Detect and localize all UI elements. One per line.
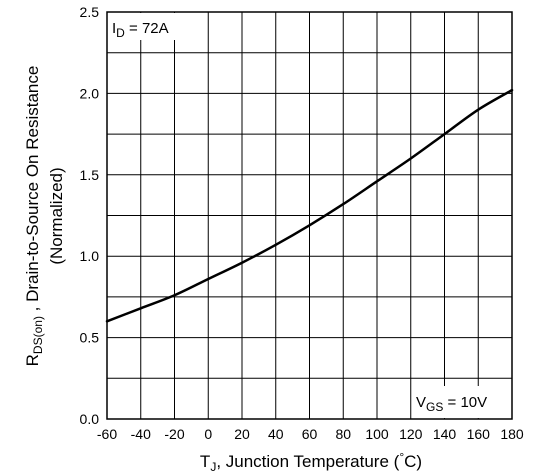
x-tick-label: 20: [234, 426, 250, 442]
vgs-annotation-rest: = 10V: [443, 394, 487, 411]
x-tick-label: 60: [302, 426, 318, 442]
x-tick-labels: -60 -40 -20 0 20 40 60 80 100 120 140 160 180: [97, 426, 524, 442]
y-tick-label: 0.0: [80, 411, 100, 427]
vgs-annotation-sub: GS: [426, 400, 443, 414]
x-tick-label: 180: [500, 426, 524, 442]
grid: [106, 11, 513, 420]
svg-text:ID = 72A: ID = 72A: [112, 20, 169, 40]
id-annotation-sub: D: [116, 26, 125, 40]
y-axis-label: RDS(on) , Drain-to-Source On Resistance: [23, 66, 45, 367]
x-tick-label: -60: [97, 426, 117, 442]
y-axis-label-rest: , Drain-to-Source On Resistance: [23, 66, 42, 316]
y-tick-label: 1.5: [80, 167, 100, 183]
y-axis-label-r: R: [23, 354, 42, 366]
x-axis-label-main: T: [200, 452, 210, 471]
x-axis-label-unit: C): [404, 452, 422, 471]
x-axis-label-rest: , Junction Temperature (: [216, 452, 399, 471]
svg-text:VGS = 10V: VGS = 10V: [416, 394, 487, 414]
x-tick-label: 160: [467, 426, 491, 442]
vgs-annotation-main: V: [416, 394, 426, 411]
x-tick-label: 80: [335, 426, 351, 442]
id-annotation-rest: = 72A: [125, 20, 169, 37]
x-axis-label-sub: J: [210, 460, 216, 474]
x-tick-label: 120: [399, 426, 423, 442]
y-tick-label: 1.0: [80, 248, 100, 264]
y-axis-label-sub: DS(on): [31, 316, 45, 354]
id-annotation-box: [108, 13, 185, 40]
y-axis-label-line2: (Normalized): [47, 167, 66, 264]
x-tick-label: 40: [268, 426, 284, 442]
plot-frame: [106, 11, 513, 420]
x-tick-label: 140: [433, 426, 457, 442]
y-tick-label: 2.5: [80, 4, 100, 20]
x-tick-label: 0: [204, 426, 212, 442]
vgs-annotation-box: [412, 386, 511, 418]
x-tick-label: 100: [365, 426, 389, 442]
y-tick-labels: 0.0 0.5 1.0 1.5 2.0 2.5: [80, 4, 100, 427]
y-tick-label: 0.5: [80, 330, 100, 346]
vgs-annotation: VGS = 10V: [412, 386, 511, 418]
id-annotation-main: I: [112, 20, 116, 37]
series-line: [105, 88, 514, 323]
x-tick-label: -40: [131, 426, 151, 442]
x-axis-label-degree: °: [399, 450, 404, 464]
y-tick-label: 2.0: [80, 85, 100, 101]
x-axis-label: TJ, Junction Temperature (°C): [200, 450, 422, 474]
x-tick-label: -20: [164, 426, 184, 442]
id-annotation: ID = 72A: [108, 13, 185, 40]
